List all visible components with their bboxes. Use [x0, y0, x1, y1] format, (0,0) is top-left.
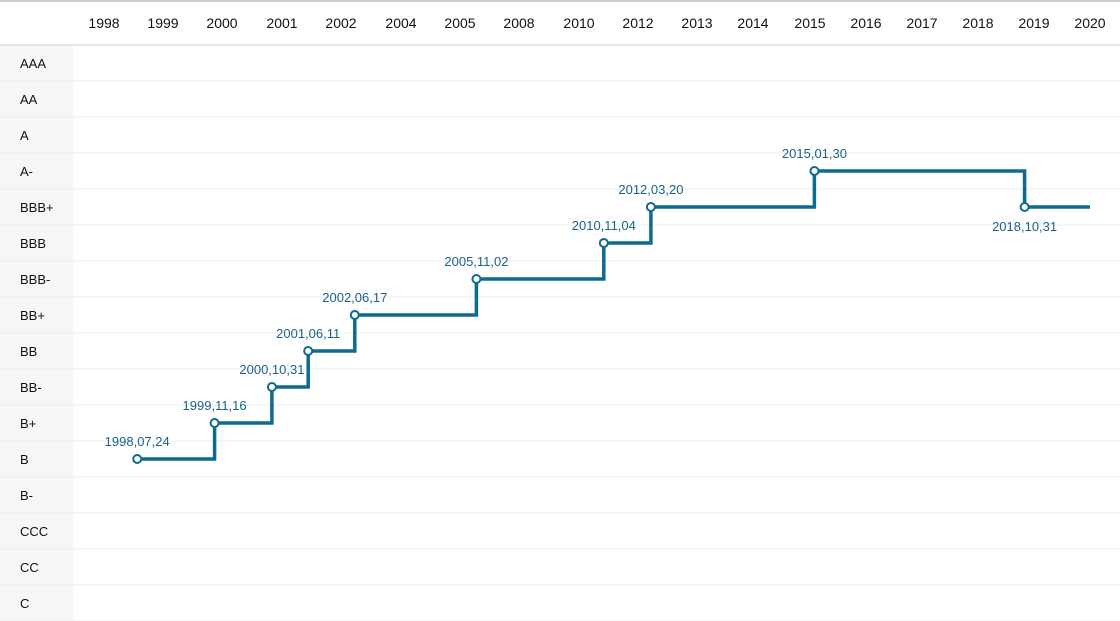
x-tick-label: 2019	[1018, 15, 1049, 31]
y-tick-label: BBB	[20, 236, 46, 251]
rating-change-label: 1999,11,16	[183, 398, 247, 413]
y-tick-label: BBB+	[20, 200, 54, 215]
y-tick-label: BB+	[20, 308, 45, 323]
rating-change-marker	[645, 202, 656, 212]
x-tick-label: 2008	[503, 15, 534, 31]
x-tick-label: 1999	[147, 15, 178, 31]
rating-change-marker	[598, 238, 609, 248]
x-axis-ticks: 1998 1999 2000 2001 2002 2004 2005 2008 2010 2012…	[88, 15, 1105, 31]
y-tick-label: AAA	[20, 56, 46, 71]
y-tick-label: C	[20, 596, 29, 611]
rating-change-marker	[1019, 202, 1030, 212]
x-tick-label: 1998	[88, 15, 119, 31]
x-tick-label: 2015	[794, 15, 825, 31]
x-tick-label: 2013	[681, 15, 712, 31]
y-tick-label: CC	[20, 560, 39, 575]
rating-change-label: 1998,07,24	[105, 434, 170, 449]
y-tick-label: BB-	[20, 380, 42, 395]
y-tick-label: B	[20, 452, 29, 467]
x-tick-label: 2017	[906, 15, 937, 31]
rating-change-marker	[809, 166, 820, 176]
x-tick-label: 2005	[444, 15, 475, 31]
rating-change-label: 2012,03,20	[618, 182, 683, 197]
y-tick-label: AA	[20, 92, 38, 107]
x-tick-label: 2012	[622, 15, 653, 31]
rating-change-marker	[303, 346, 314, 356]
y-tick-label: A	[20, 128, 29, 143]
rating-change-label: 2000,10,31	[239, 362, 304, 377]
y-tick-label: A-	[20, 164, 33, 179]
rating-change-marker	[209, 418, 220, 428]
rating-change-label: 2002,06,17	[322, 290, 387, 305]
x-tick-label: 2020	[1074, 15, 1105, 31]
rating-change-labels: 1998,07,24 1999,11,16 2000,10,31 2001,06,11…	[105, 146, 1057, 449]
rating-change-markers	[132, 166, 1030, 464]
y-tick-label: B+	[20, 416, 36, 431]
rating-change-marker	[349, 310, 360, 320]
x-tick-label: 2016	[850, 15, 881, 31]
rating-step-line	[137, 169, 1090, 461]
x-tick-label: 2018	[962, 15, 993, 31]
rating-change-label: 2018,10,31	[992, 219, 1057, 234]
gridlines	[0, 80, 1120, 621]
rating-change-marker	[266, 382, 277, 392]
x-tick-label: 2001	[266, 15, 297, 31]
x-tick-label: 2002	[325, 15, 356, 31]
rating-change-marker	[132, 454, 143, 464]
y-tick-label: BB	[20, 344, 37, 359]
y-tick-label: B-	[20, 488, 33, 503]
rating-change-label: 2015,01,30	[782, 146, 847, 161]
rating-change-label: 2001,06,11	[276, 326, 340, 341]
rating-change-label: 2010,11,04	[572, 218, 636, 233]
y-tick-label: BBB-	[20, 272, 50, 287]
x-tick-label: 2014	[737, 15, 768, 31]
y-tick-label: CCC	[20, 524, 48, 539]
rating-change-marker	[471, 274, 482, 284]
rating-change-label: 2005,11,02	[444, 254, 508, 269]
x-tick-label: 2010	[563, 15, 594, 31]
x-tick-label: 2004	[385, 15, 416, 31]
x-tick-label: 2000	[206, 15, 237, 31]
